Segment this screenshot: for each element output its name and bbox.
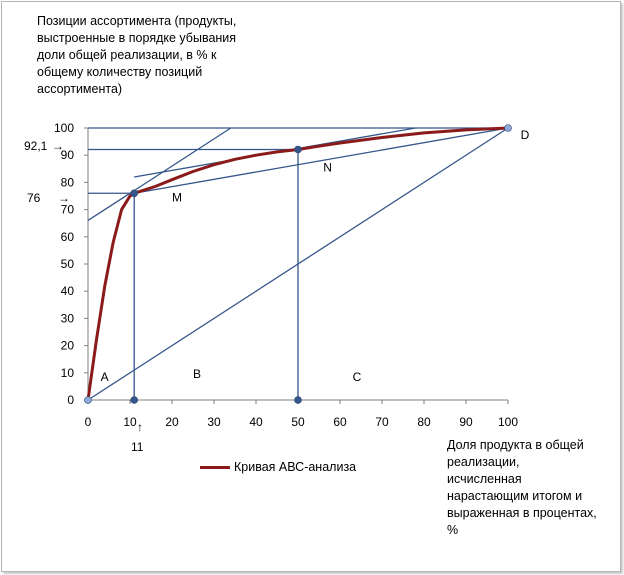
annotation-label: C [353, 370, 362, 384]
data-point-marker [130, 396, 138, 404]
x-tick-label: 20 [165, 415, 179, 429]
x-tick-label: 90 [459, 415, 473, 429]
x-tick-label: 0 [85, 415, 92, 429]
x-tick-label: 100 [498, 415, 518, 429]
y-tick-label: 60 [61, 230, 75, 244]
abc-curve-line [86, 126, 509, 401]
y-tick-label: 80 [61, 175, 75, 189]
x-axis-label: Доля продукта в общей реализации, исчисл… [447, 438, 597, 537]
y-tick-label: 100 [54, 121, 74, 135]
legend: Кривая АВС-анализа [200, 460, 356, 474]
legend-label: Кривая АВС-анализа [234, 460, 357, 474]
annotation-label: A [101, 370, 109, 384]
callout-y76-arrow: → [58, 191, 70, 205]
legend-swatch [200, 465, 230, 469]
callout-y92-arrow: → [52, 139, 64, 153]
x-tick-label: 60 [333, 415, 347, 429]
y-tick-label: 40 [61, 284, 75, 298]
data-point-marker [130, 189, 138, 198]
callout-y92-value: 92,1 [24, 139, 48, 153]
y-tick-label: 70 [61, 203, 75, 217]
x-tick-label: 30 [207, 415, 221, 429]
y-tick-label: 0 [67, 393, 74, 407]
annotation-label: D [521, 128, 530, 142]
x-tick-label: 50 [291, 415, 305, 429]
y-tick-label: 10 [61, 366, 75, 380]
y-tick-label: 90 [61, 148, 75, 162]
x-tick-label: 40 [249, 415, 263, 429]
x-tick-label: 10 [123, 415, 137, 429]
x-tick-label: 80 [417, 415, 431, 429]
callout-x11-value: 11 [131, 440, 144, 454]
data-point-marker [504, 124, 512, 132]
callout-y76-value: 76 [27, 191, 41, 205]
data-point-marker [294, 145, 302, 154]
callout-x11-arrow: ↑ [137, 420, 143, 434]
y-axis-label: Позиции ассортимента (продукты, выстроен… [37, 14, 237, 96]
annotation-label: M [172, 190, 182, 204]
data-point-marker [294, 396, 302, 404]
y-tick-label: 20 [61, 339, 75, 353]
y-tick-label: 50 [61, 257, 75, 271]
reference-line-chord [134, 127, 509, 194]
reference-line-tangent [87, 127, 232, 222]
annotation-label: N [323, 161, 332, 175]
y-tick-label: 30 [61, 311, 75, 325]
annotation-label: B [193, 367, 201, 381]
x-tick-label: 70 [375, 415, 389, 429]
data-point-marker [84, 396, 92, 404]
